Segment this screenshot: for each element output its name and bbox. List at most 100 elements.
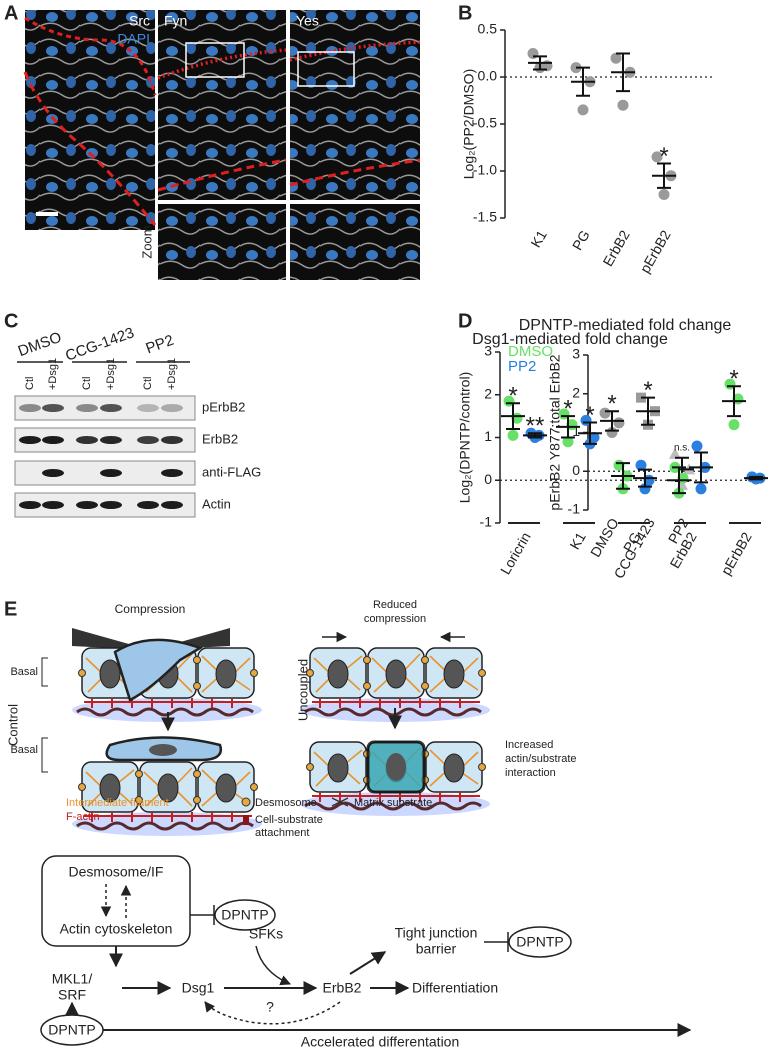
basal-line <box>289 158 421 187</box>
row-label: ErbB2 <box>202 431 238 446</box>
band <box>161 469 183 477</box>
data-point <box>691 440 703 452</box>
nucleus <box>149 744 177 756</box>
lane-label: Ctl <box>24 377 36 390</box>
basal-line <box>23 71 157 226</box>
band <box>19 436 41 444</box>
lane-label: Ctl <box>142 377 154 390</box>
y-tick-label: -1.0 <box>473 162 497 178</box>
y-axis-label: pErbB2 Y877:total ErbB2 <box>547 354 563 510</box>
legend-label: PP2 <box>508 358 536 375</box>
data-point <box>577 104 589 116</box>
legend-icon <box>243 815 249 825</box>
lane-label: +Dsg1 <box>166 358 178 390</box>
label: Reduced <box>373 599 417 611</box>
panel-a: Src DAPI Fyn Yes Zoom <box>23 10 421 280</box>
y-axis-label: Log₂(DPNTP/control) <box>457 372 473 503</box>
node: Desmosome/IF <box>69 864 164 880</box>
data-point <box>617 99 629 111</box>
stain-label: DAPI <box>117 31 150 47</box>
data-point <box>651 151 663 163</box>
panel-label: C <box>4 310 18 332</box>
group-label: CCG-1423 <box>63 324 136 364</box>
y-tick-label: 0 <box>572 462 580 478</box>
node: Dsg1 <box>182 980 215 996</box>
error-bar <box>576 66 590 97</box>
micrograph <box>158 10 286 200</box>
annotation: n.s. <box>674 442 690 453</box>
data-point <box>695 483 707 495</box>
label: Increased <box>505 739 553 751</box>
micrograph <box>25 10 155 230</box>
y-tick-label: 0.0 <box>478 68 498 84</box>
node: Tight junction <box>395 925 478 941</box>
y-tick-label: 1 <box>484 428 492 444</box>
band <box>137 404 159 412</box>
arrow <box>255 945 291 986</box>
x-tick-label: K1 <box>566 529 589 552</box>
band <box>42 469 64 477</box>
inhibition <box>190 905 215 925</box>
error-bar <box>694 451 708 484</box>
node: ? <box>266 999 274 1015</box>
error-bar <box>672 466 686 495</box>
micrograph <box>158 204 286 280</box>
annotation: * <box>563 395 572 422</box>
y-tick-label: 0.5 <box>478 21 498 37</box>
legend-label: Desmosome <box>255 797 317 809</box>
row-label: pErbB2 <box>202 399 245 414</box>
group-label: DMSO <box>16 329 64 360</box>
x-tick-label: ErbB2 <box>599 227 632 269</box>
annotation: * <box>643 377 652 404</box>
y-tick-label: 3 <box>484 343 492 359</box>
micrograph <box>290 204 420 280</box>
node: Accelerated differentation <box>301 1034 460 1050</box>
band <box>42 404 64 412</box>
x-tick-label: pErbB2 <box>637 227 674 276</box>
feedback-arrow <box>204 1001 341 1025</box>
band <box>76 501 98 509</box>
label: Basal <box>10 744 38 756</box>
surface-line <box>157 48 287 80</box>
y-tick-label: 2 <box>484 385 492 401</box>
x-tick-label: pErbB2 <box>718 529 755 578</box>
label: Compression <box>115 602 186 616</box>
band <box>161 436 183 444</box>
data-point <box>658 189 670 200</box>
band <box>161 501 183 509</box>
node: DPNTP <box>516 934 563 950</box>
micrograph <box>290 10 420 200</box>
node: Actin cytoskeleton <box>60 921 173 937</box>
y-axis-label: Log₂(PP2/DMSO) <box>461 69 477 179</box>
band <box>42 436 64 444</box>
panel-label: A <box>4 2 18 24</box>
annotation: * <box>508 383 517 410</box>
lane-label: Ctl <box>81 377 93 390</box>
bracket <box>41 737 48 773</box>
drug-node <box>214 899 276 931</box>
band <box>100 436 122 444</box>
data-point <box>613 417 625 429</box>
error-bar <box>528 432 542 439</box>
band <box>100 501 122 509</box>
band <box>19 404 41 412</box>
y-tick-label: 3 <box>572 346 580 362</box>
lane-label: +Dsg1 <box>105 358 117 390</box>
arrow <box>349 951 387 975</box>
y-tick-label: 1 <box>572 423 580 439</box>
y-tick-label: -1 <box>480 514 493 530</box>
row-label: anti-FLAG <box>202 464 261 479</box>
band <box>100 404 122 412</box>
legend-label: Cell-substrate <box>255 814 323 826</box>
y-tick-label: -0.5 <box>473 115 497 131</box>
x-tick-label: PG <box>569 227 593 253</box>
error-bar <box>638 468 652 488</box>
band <box>137 501 159 509</box>
annotation: ** <box>526 413 545 440</box>
error-bar <box>533 55 547 71</box>
error-bar <box>605 410 619 432</box>
node: SFKs <box>249 926 283 942</box>
y-tick-label: -1 <box>568 501 581 517</box>
